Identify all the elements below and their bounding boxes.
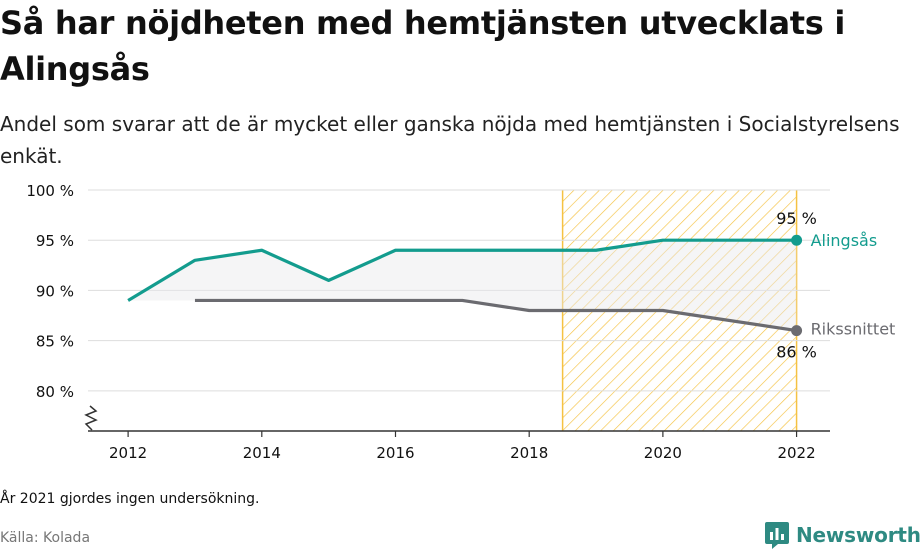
y-tick-label: 100 % [26,182,74,200]
axis-break-icon [84,405,98,431]
gap-area [128,240,797,331]
axes-layer: 80 % 85 % 90 % 95 % 100 % 2012 2014 2016 2018 202… [26,182,830,462]
brand-name: Newsworthy [796,523,920,547]
y-tick-label: 90 % [36,282,74,300]
series-endpoint-rikssnittet [791,325,803,337]
labels-layer: 95 % 86 % Alingsås Rikssnittet [776,209,895,361]
x-tick-label: 2016 [376,444,414,462]
series-layer [127,234,803,337]
newsworthy-logo: Newsworthy [764,520,920,550]
line-chart: 80 % 85 % 90 % 95 % 100 % 2012 2014 2016 2018 202… [26,182,895,462]
y-tick-label: 95 % [36,232,74,250]
series-endpoint-alingsas [791,234,803,246]
gap-area-layer [128,240,797,331]
x-tick-label: 2012 [109,444,147,462]
newsworthy-logo-icon [765,522,789,549]
series-label-alingsas: Alingsås [811,231,878,250]
chart-subtitle: Andel som svarar att de är mycket eller … [0,112,900,168]
y-tick-label: 85 % [36,333,74,351]
x-tick-label: 2014 [243,444,281,462]
series-line-alingsas [127,238,797,302]
series-line-rikssnittet [194,298,797,333]
source-label: Källa: Kolada [0,530,91,546]
series-label-rikssnittet: Rikssnittet [811,320,896,339]
footnote: År 2021 gjordes ingen undersökning. [0,491,260,507]
end-value-label-alingsas: 95 % [776,209,817,228]
end-value-label-rikssnittet: 86 % [776,343,817,362]
x-tick-label: 2022 [777,444,815,462]
x-tick-label: 2020 [644,444,682,462]
y-tick-label: 80 % [36,383,74,401]
chart-title: Så har nöjdheten med hemtjänsten utveckl… [0,4,846,88]
x-tick-label: 2018 [510,444,548,462]
